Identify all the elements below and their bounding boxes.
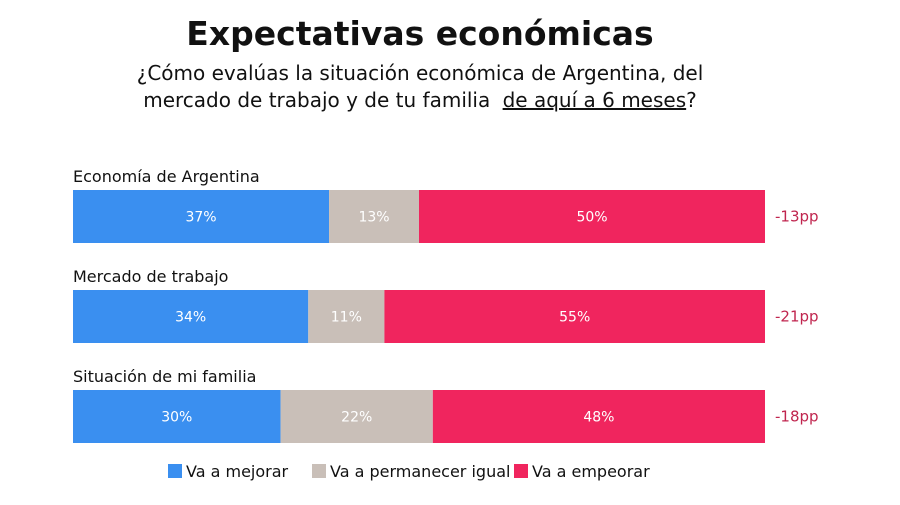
- value-label: 13%: [358, 210, 389, 226]
- legend-swatch: [514, 464, 528, 478]
- row-label: Economía de Argentina: [73, 167, 260, 186]
- value-label: 11%: [331, 310, 362, 326]
- legend-label: Va a mejorar: [186, 462, 289, 481]
- bar-segment: [73, 190, 330, 243]
- bar-segment: [308, 290, 385, 343]
- value-label: 22%: [341, 410, 372, 426]
- bar-segment: [329, 190, 419, 243]
- value-label: 37%: [185, 210, 216, 226]
- value-label: 55%: [559, 310, 590, 326]
- row-label: Mercado de trabajo: [73, 267, 228, 286]
- annotation: -13pp: [775, 208, 819, 226]
- subtitle-emphasis: de aquí a 6 meses: [503, 88, 687, 112]
- subtitle: ¿Cómo evalúas la situación económica de …: [137, 61, 704, 85]
- legend-swatch: [312, 464, 326, 478]
- bar-segment: [73, 390, 281, 443]
- annotation: -18pp: [775, 408, 819, 426]
- annotation: -21pp: [775, 308, 819, 326]
- subtitle-part: ?: [686, 88, 697, 112]
- bar-segment: [432, 390, 765, 443]
- chart-title: Expectativas económicas: [186, 14, 653, 53]
- value-label: 30%: [161, 410, 192, 426]
- legend-label: Va a permanecer igual: [330, 462, 510, 481]
- subtitle-part: mercado de trabajo y de tu familia: [143, 88, 490, 112]
- legend-label: Va a empeorar: [532, 462, 650, 481]
- bar-segment: [73, 290, 309, 343]
- value-label: 34%: [175, 310, 206, 326]
- bar-segment: [384, 290, 765, 343]
- value-label: 50%: [576, 210, 607, 226]
- value-label: 48%: [583, 410, 614, 426]
- bar-segment: [280, 390, 433, 443]
- bar-segment: [419, 190, 765, 243]
- row-label: Situación de mi familia: [73, 367, 256, 386]
- legend-swatch: [168, 464, 182, 478]
- subtitle: mercado de trabajo y de tu familia de aq…: [143, 88, 697, 112]
